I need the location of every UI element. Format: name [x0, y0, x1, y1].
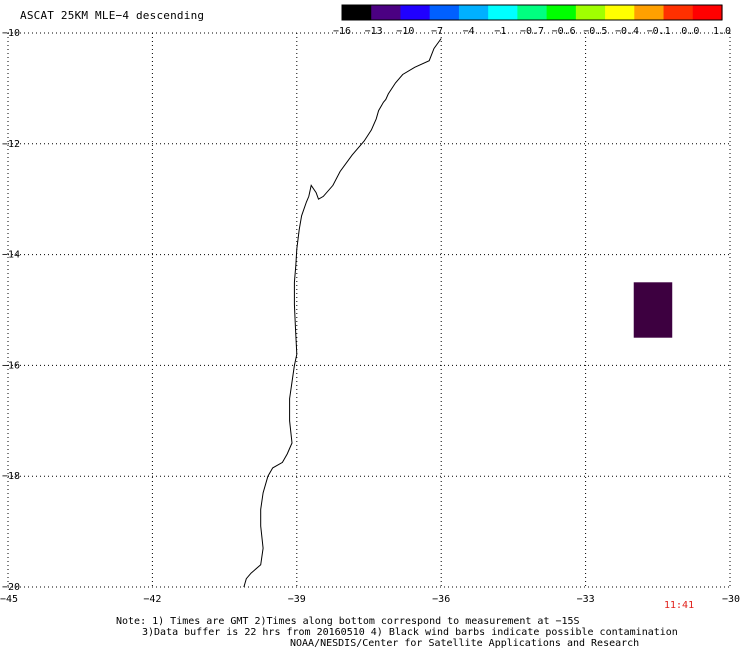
colorbar-swatch	[517, 5, 548, 20]
colorbar-swatch	[429, 5, 460, 20]
note-line-3: NOAA/NESDIS/Center for Satellite Applica…	[290, 638, 640, 649]
coastline	[243, 38, 442, 588]
longitude-label: −39	[288, 594, 306, 605]
colorbar-swatch	[605, 5, 635, 20]
colorbar-swatch	[663, 5, 694, 20]
note-line-1: Note: 1) Times are GMT 2)Times along bot…	[116, 616, 580, 627]
colorbar-swatch	[488, 5, 518, 20]
colorbar-tick-label: −0.1	[647, 26, 671, 37]
colorbar-swatch	[400, 5, 431, 20]
colorbar-tick-label: −13	[365, 26, 383, 37]
latitude-label: −14	[2, 250, 20, 261]
colorbar-swatch	[342, 5, 372, 20]
colorbar-tick-label: 1.0	[713, 26, 731, 37]
longitude-label: −36	[432, 594, 450, 605]
longitude-label: −30	[722, 594, 740, 605]
wind-data-patch	[633, 282, 673, 338]
colorbar-swatch	[371, 5, 402, 20]
longitude-label: −33	[577, 594, 595, 605]
latitude-label: −10	[2, 28, 20, 39]
colorbar-tick-label: −1	[494, 26, 506, 37]
colorbar-swatch	[546, 5, 577, 20]
colorbar-tick-label: −7	[431, 26, 443, 37]
latitude-label: −18	[2, 471, 20, 482]
longitude-label: −45	[0, 594, 18, 605]
note-line-2: 3)Data buffer is 22 hrs from 20160510 4)…	[142, 627, 678, 638]
colorbar-tick-label: −0.5	[583, 26, 607, 37]
time-label: 11:41	[664, 600, 695, 611]
colorbar-tick-label: −0.6	[552, 26, 576, 37]
longitude-label: −42	[143, 594, 161, 605]
colorbar-tick-label: −0.7	[520, 26, 544, 37]
colorbar-tick-label: −4	[463, 26, 475, 37]
map-title: ASCAT 25KM MLE−4 descending	[20, 9, 205, 22]
colorbar-frame	[341, 4, 723, 21]
colorbar-swatch	[458, 5, 489, 20]
colorbar-tick-label: −10	[396, 26, 414, 37]
colorbar-swatch	[634, 5, 665, 20]
latitude-label: −20	[2, 582, 20, 593]
colorbar-tick-label: 0.0	[681, 26, 699, 37]
colorbar-swatch	[575, 5, 606, 20]
colorbar-swatch	[692, 5, 723, 20]
colorbar-tick-label: −0.4	[615, 26, 639, 37]
latitude-label: −12	[2, 139, 20, 150]
latitude-label: −16	[2, 360, 20, 371]
colorbar-tick-label: −16	[333, 26, 351, 37]
